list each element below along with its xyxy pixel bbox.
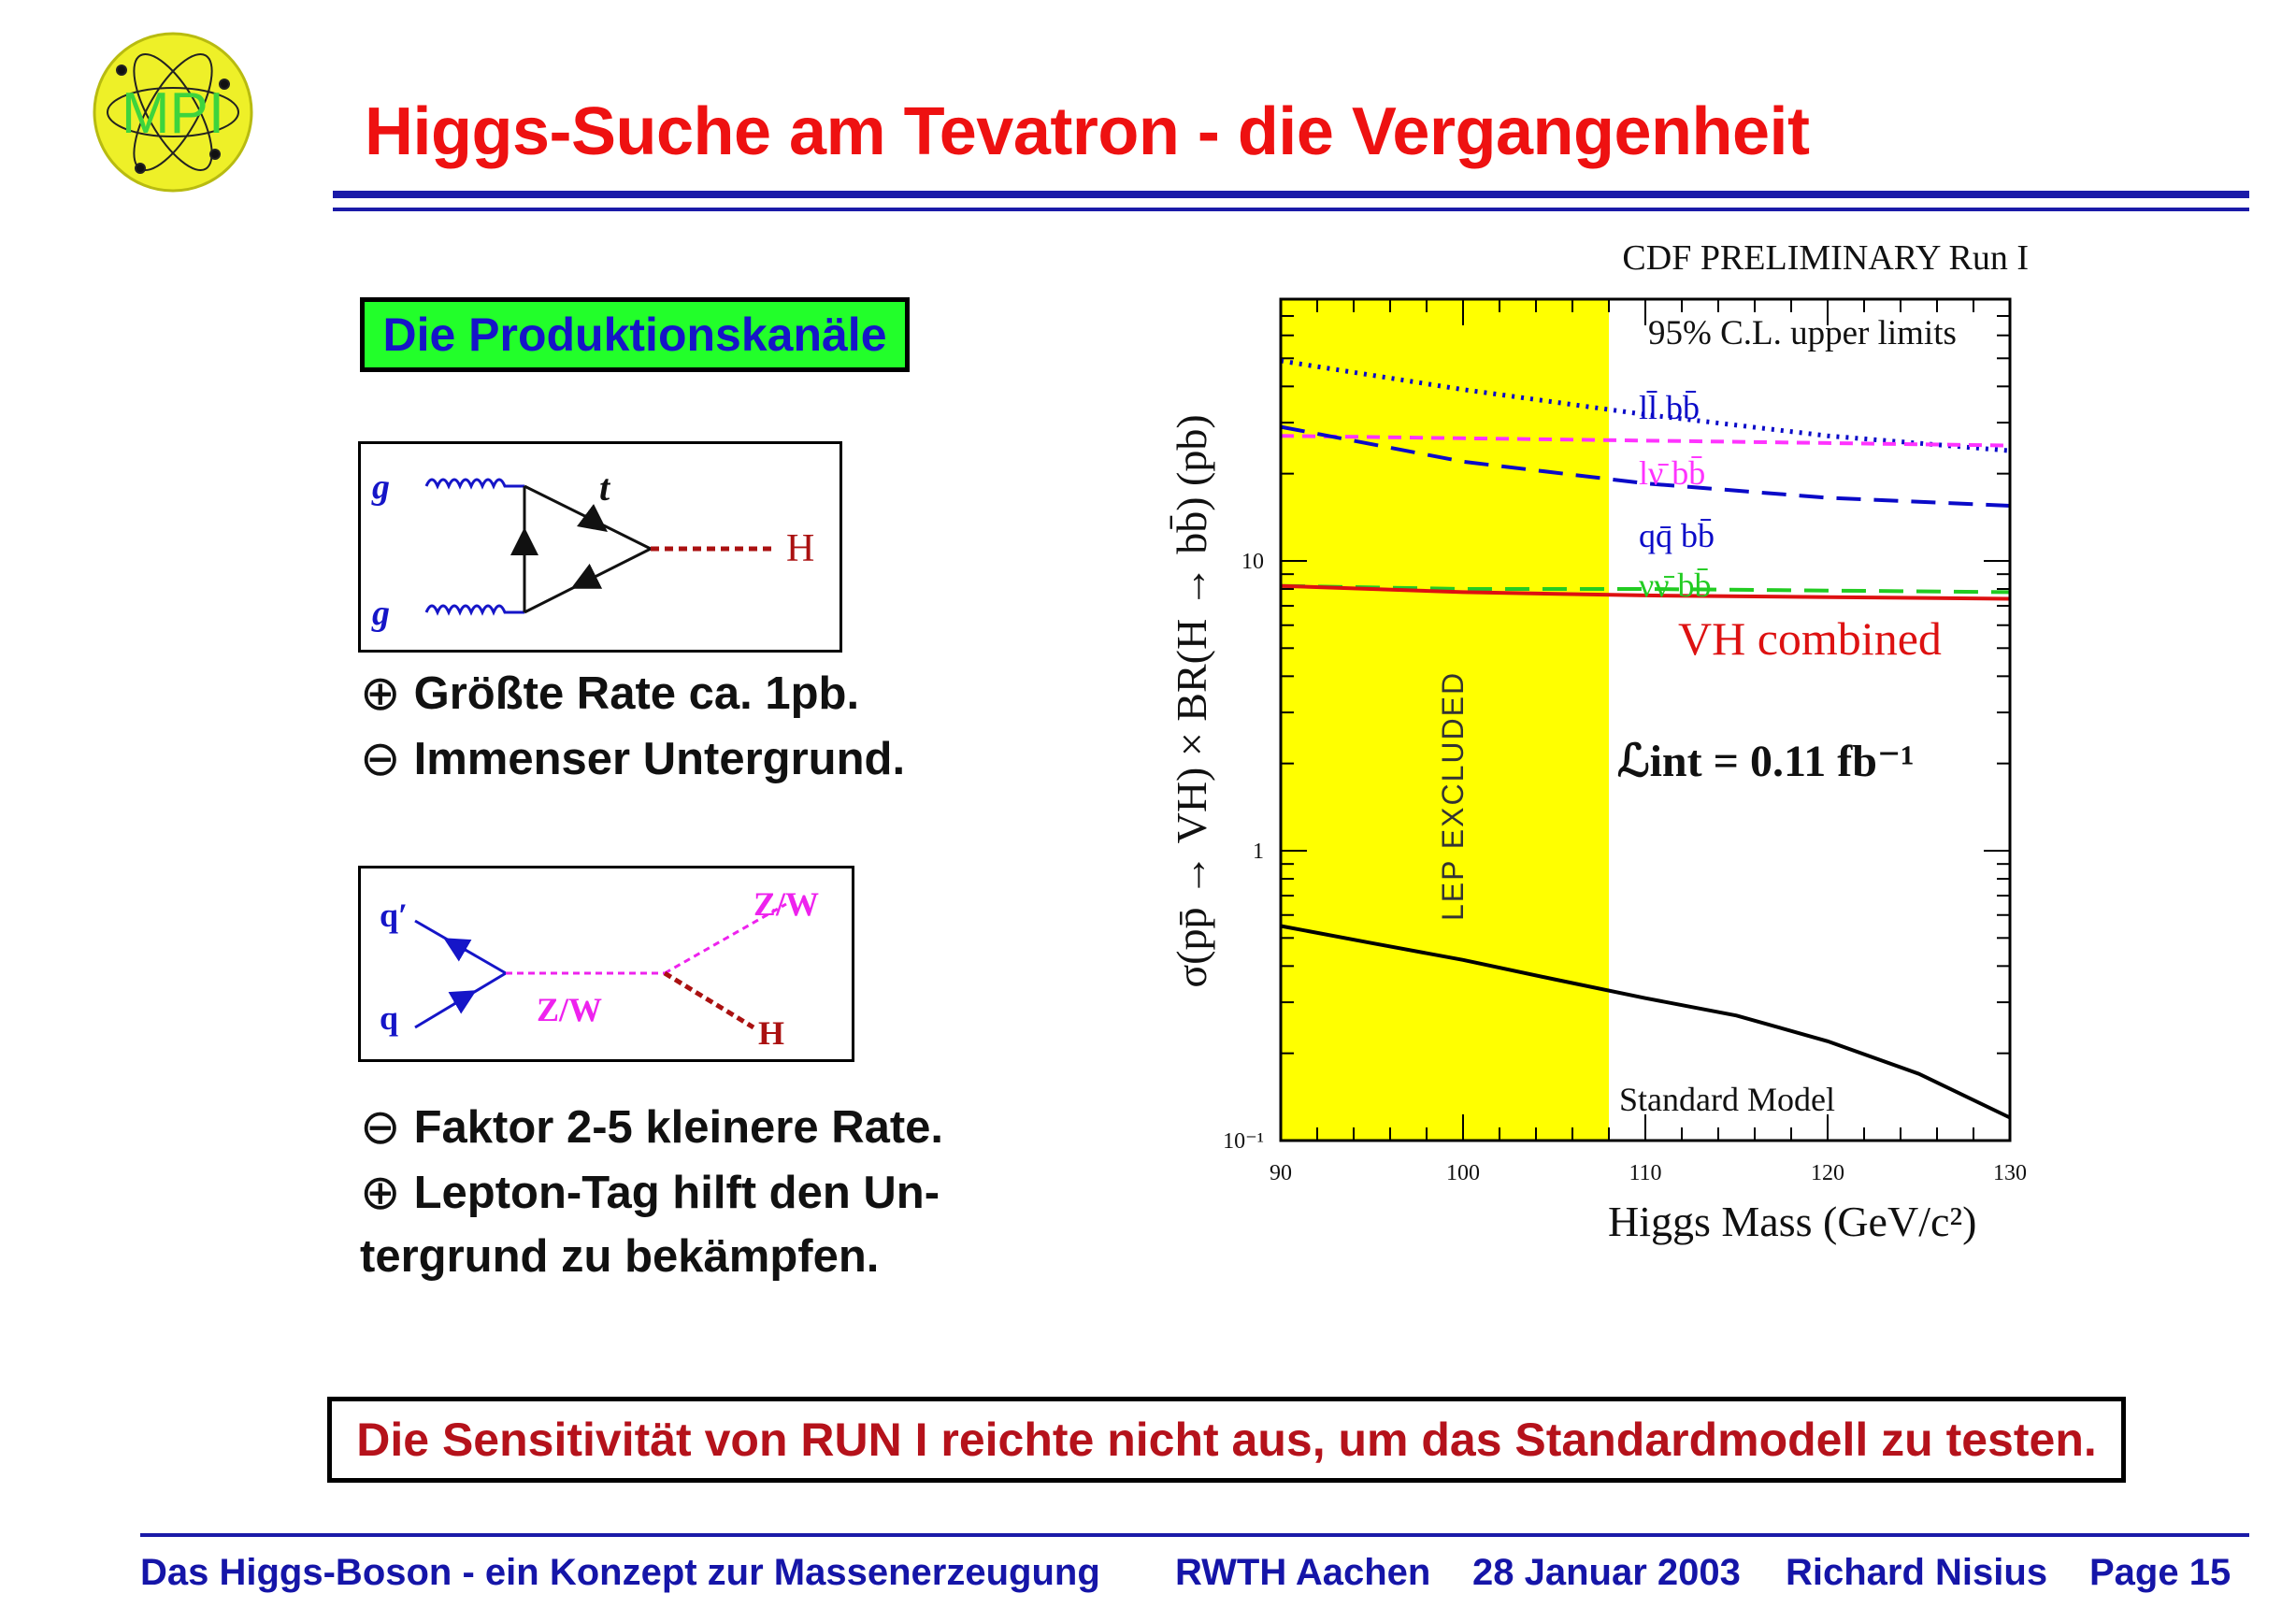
- gluon-line-bottom: [424, 604, 524, 616]
- x-tick-label: 130: [1993, 1161, 2027, 1185]
- bullet-text: Größte Rate ca. 1pb.: [413, 668, 860, 719]
- boson-out-label: Z/W: [753, 885, 819, 923]
- x-tick-label: 120: [1811, 1161, 1844, 1185]
- footer-date: 28 Januar 2003: [1472, 1552, 1741, 1593]
- page-title: Higgs-Suche am Tevatron - die Vergangenh…: [365, 94, 1810, 169]
- series-label: VH combined: [1678, 612, 1942, 665]
- plot-frame: [1279, 297, 2012, 1142]
- luminosity-label: ℒint = 0.11 fb⁻¹: [1617, 737, 1915, 786]
- plus-circle-icon: ⊕: [360, 666, 401, 722]
- minus-circle-icon: ⊖: [360, 1099, 401, 1155]
- chart-subtitle: 95% C.L. upper limits: [1648, 314, 1957, 352]
- bullet-largest-rate: ⊕ Größte Rate ca. 1pb.: [360, 666, 859, 722]
- bullet-lepton-tag: ⊕ Lepton-Tag hilft den Un-: [360, 1165, 940, 1221]
- series-line: [1280, 583, 2011, 601]
- bullet-lepton-tag-continued: tergrund zu bekämpfen.: [360, 1230, 879, 1283]
- atom-icon: [107, 52, 239, 174]
- boson-mid-label: Z/W: [537, 991, 602, 1028]
- series-label: Standard Model: [1619, 1081, 1835, 1118]
- q-label: q: [380, 999, 398, 1037]
- bullet-text: Immenser Untergrund.: [413, 734, 906, 784]
- series-label: ll̄ bb̄: [1639, 389, 1700, 426]
- x-axis-label: Higgs Mass (GeV/c²): [1608, 1198, 1977, 1245]
- mpi-logo: MPI: [93, 32, 253, 193]
- y-tick-label: 10: [1241, 550, 1264, 574]
- associated-production-diagram: q′ q Z/W Z/W H: [358, 866, 854, 1062]
- loop-arrow-upper: [577, 504, 608, 532]
- footer-rule: [140, 1533, 2249, 1537]
- bullet-text: Lepton-Tag hilft den Un-: [413, 1168, 940, 1218]
- loop-arrow-lower: [570, 563, 603, 589]
- bullet-background: ⊖ Immenser Untergrund.: [360, 731, 905, 787]
- footer: Das Higgs-Boson - ein Konzept zur Massen…: [140, 1552, 2231, 1608]
- series-lines: [1280, 358, 2011, 1120]
- series-labels: ll̄ bb̄ lν̄ bb̄ qq̄ bb̄ νν̄ bb̄ VH combined S…: [1619, 389, 1942, 1118]
- gluon-line-top: [424, 478, 524, 490]
- bullet-text: tergrund zu bekämpfen.: [360, 1231, 880, 1282]
- boson-line-out: [664, 902, 787, 975]
- series-line: [1280, 424, 2011, 508]
- series-line: [1280, 358, 2011, 453]
- plus-circle-icon: ⊕: [360, 1165, 401, 1221]
- x-tick-label: 110: [1629, 1161, 1661, 1185]
- minus-circle-icon: ⊖: [360, 731, 401, 787]
- series-label: qq̄ bb̄: [1639, 517, 1715, 554]
- footer-page: Page 15: [2089, 1552, 2231, 1593]
- q-prime-label: q′: [380, 897, 408, 934]
- footer-place: RWTH Aachen: [1175, 1552, 1431, 1593]
- lep-excluded-region: [1281, 299, 1609, 1141]
- series-line: [1280, 583, 2011, 595]
- title-rule-thick: [333, 191, 2249, 198]
- footer-author: Richard Nisius: [1786, 1552, 2048, 1593]
- y-tick-label: 1: [1253, 840, 1264, 864]
- series-line: [1280, 434, 2011, 448]
- series-line: [1280, 924, 2011, 1120]
- footer-talk-title: Das Higgs-Boson - ein Konzept zur Massen…: [140, 1552, 1100, 1593]
- title-rule-thin: [333, 208, 2249, 211]
- y-tick-label: 10⁻¹: [1223, 1129, 1264, 1154]
- conclusion-box: Die Sensitivität von RUN I reichte nicht…: [327, 1397, 2126, 1483]
- quark-arrow-bottom: [448, 990, 477, 1014]
- gluon-fusion-diagram: g g t H: [358, 441, 842, 653]
- chart-title: CDF PRELIMINARY Run I: [1622, 238, 2029, 278]
- gluon-label-bottom: g: [371, 594, 390, 633]
- lep-excluded-label: LEP EXCLUDED: [1436, 671, 1470, 921]
- quark-arrow-top: [443, 938, 472, 962]
- series-label: νν̄ bb̄: [1639, 567, 1712, 604]
- section-heading-box: Die Produktionskanäle: [360, 297, 910, 372]
- higgs-label: H: [786, 527, 814, 570]
- gluon-label-top: g: [371, 467, 390, 507]
- x-tick-label: 90: [1270, 1161, 1292, 1185]
- x-tick-label: 100: [1446, 1161, 1480, 1185]
- higgs-line: [663, 970, 755, 1030]
- top-quark-label: t: [599, 467, 611, 509]
- bullet-text: Faktor 2-5 kleinere Rate.: [413, 1102, 944, 1153]
- y-axis-label: σ(pp̄ → VH) × BR(H → bb̄) (pb): [1168, 414, 1215, 987]
- bullet-smaller-rate: ⊖ Faktor 2-5 kleinere Rate.: [360, 1099, 943, 1155]
- logo-text: MPI: [122, 81, 224, 146]
- series-label: lν̄ bb̄: [1639, 454, 1705, 492]
- higgs-label: H: [758, 1014, 784, 1052]
